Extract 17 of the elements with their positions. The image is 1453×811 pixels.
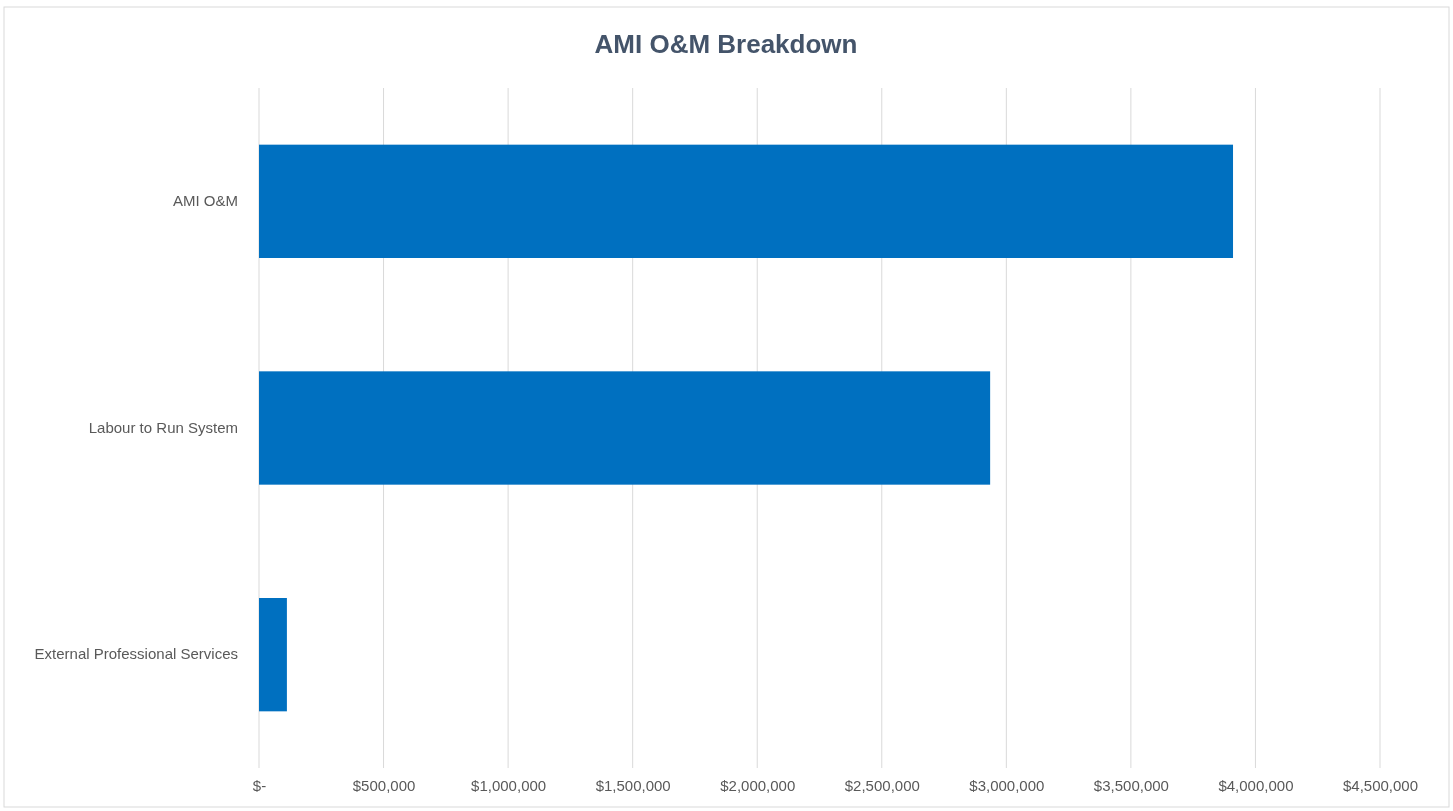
y-tick-label: AMI O&M (172, 192, 238, 210)
x-tick-label: $3,500,000 (1093, 776, 1169, 794)
x-tick-label: $4,000,000 (1218, 776, 1294, 794)
x-tick-label: $- (252, 776, 267, 794)
x-tick-label: $2,000,000 (720, 776, 796, 794)
x-tick-label: $3,000,000 (969, 776, 1045, 794)
x-tick-label: $1,000,000 (471, 776, 547, 794)
chart-title: AMI O&M Breakdown (594, 29, 858, 59)
bar (259, 144, 1234, 258)
y-tick-label: External Professional Services (34, 645, 238, 663)
x-tick-label: $1,500,000 (595, 776, 671, 794)
x-tick-label: $500,000 (352, 776, 416, 794)
x-tick-label: $4,500,000 (1342, 776, 1419, 794)
x-tick-label: $2,500,000 (844, 776, 920, 794)
bar (259, 371, 991, 485)
y-tick-label: Labour to Run System (88, 418, 238, 436)
bar (259, 598, 287, 712)
